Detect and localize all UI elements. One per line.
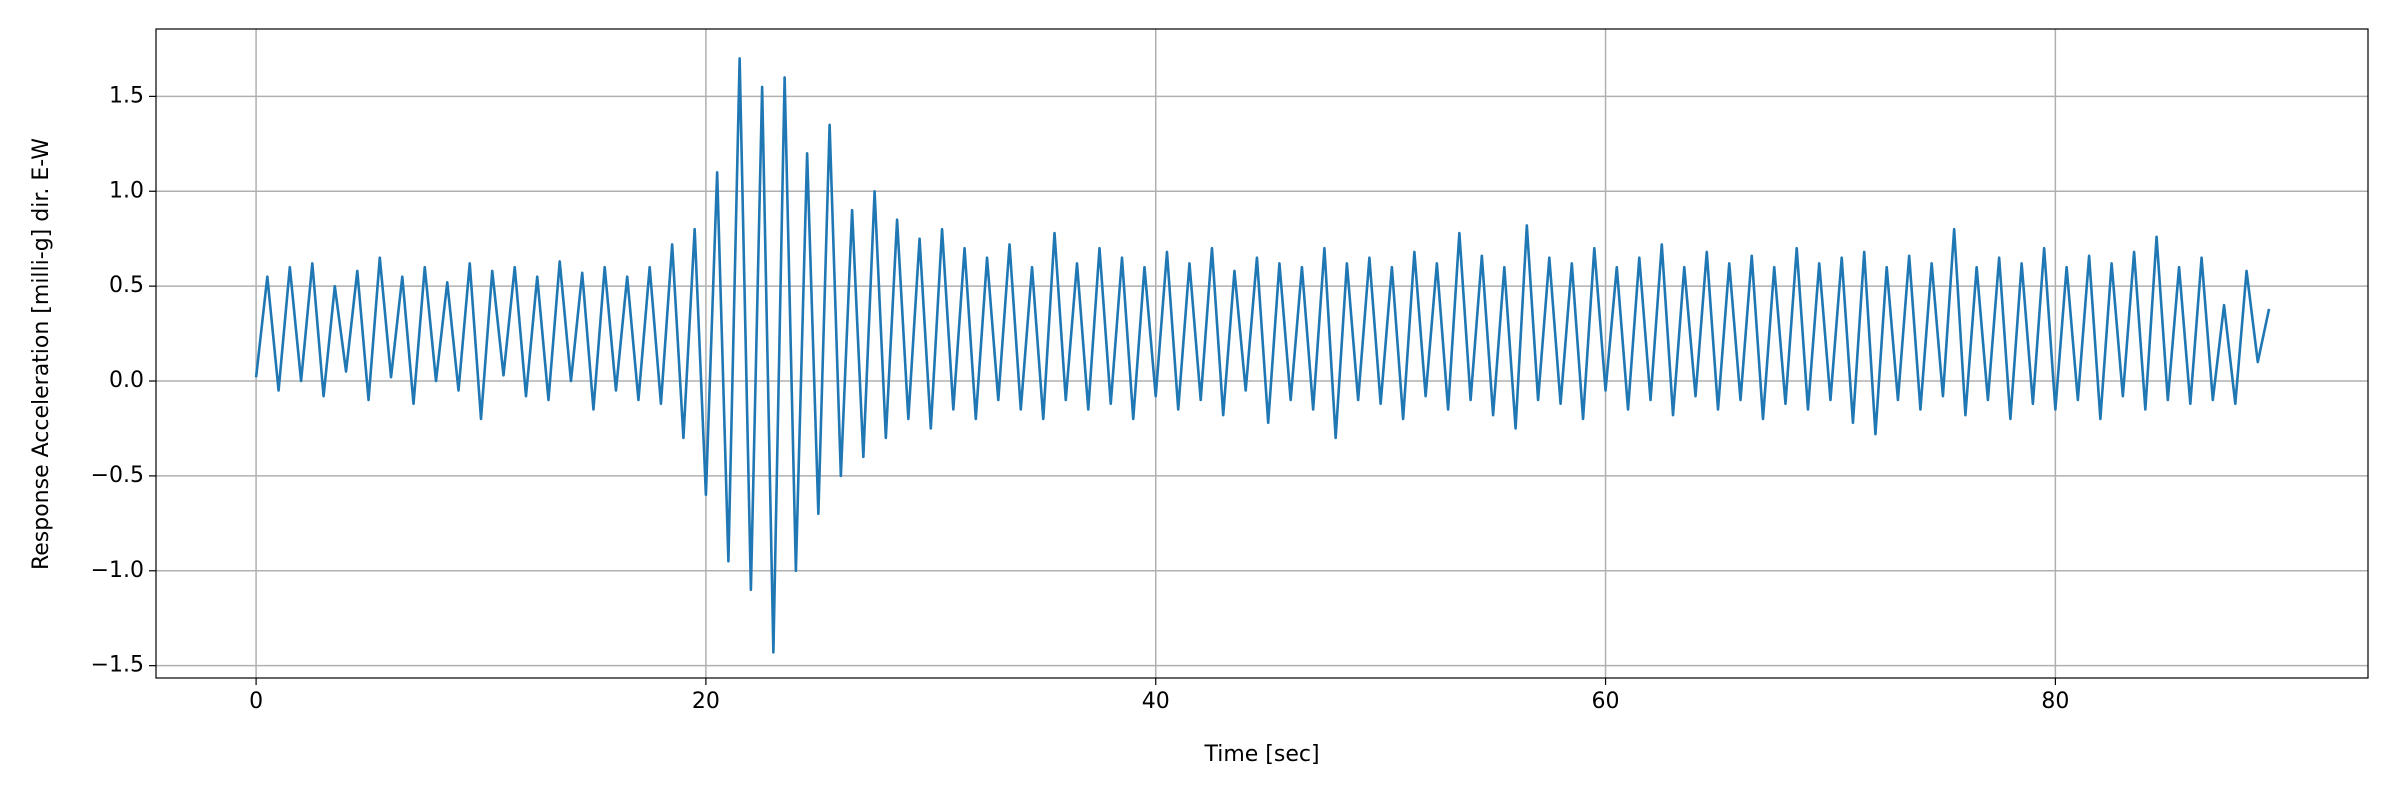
y-tick-label: 1.0: [109, 178, 144, 203]
y-tick-label: 1.5: [109, 83, 144, 108]
plot-frame: [155, 28, 2369, 679]
y-tick-label: −1.5: [91, 653, 144, 678]
x-tick-label: 80: [2041, 689, 2069, 714]
y-tick-label: −0.5: [91, 463, 144, 488]
y-tick-label: 0.5: [109, 273, 144, 298]
x-tick-label: 0: [249, 689, 263, 714]
y-tick-label: −1.0: [91, 558, 144, 583]
x-tick-label: 20: [692, 689, 720, 714]
y-tick-label: 0.0: [109, 368, 144, 393]
signal-line: [254, 57, 2271, 654]
x-axis-label: Time [sec]: [1203, 742, 1319, 767]
x-tick-label: 40: [1142, 689, 1170, 714]
x-tick-label: 60: [1592, 689, 1620, 714]
y-axis-label: Response Acceleration [milli-g] dir. E-W: [29, 138, 54, 570]
